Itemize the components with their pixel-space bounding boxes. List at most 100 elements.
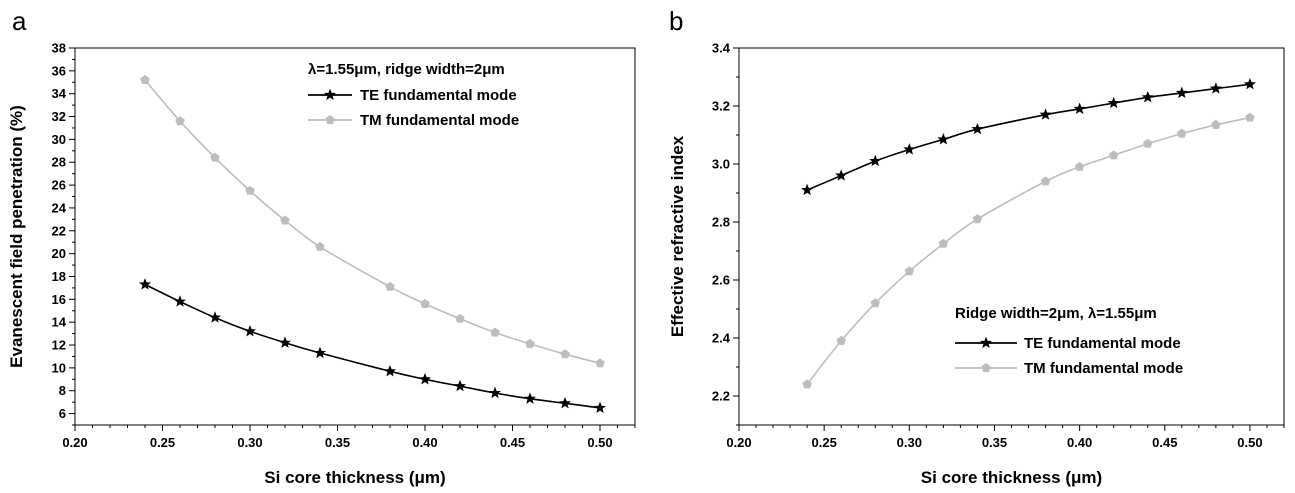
data-point (138, 278, 152, 290)
x-axis-label: Si core thickness (μm) (921, 468, 1102, 487)
x-axis-ticks: 0.20 0.25 0.30 0.35 0.40 0.45 0.50 (62, 425, 636, 450)
y-tick-label: 14 (52, 315, 67, 330)
legend-marker (981, 363, 991, 372)
x-tick-label: 0.25 (150, 435, 175, 450)
legend-marker (979, 336, 993, 349)
data-point (315, 241, 325, 251)
data-point (383, 364, 397, 377)
data-point (1074, 161, 1085, 171)
data-point (1107, 96, 1120, 109)
y-tick-label: 34 (52, 86, 67, 101)
x-tick-label: 0.50 (1237, 435, 1262, 450)
plot-frame (74, 47, 636, 426)
data-point (1243, 77, 1257, 90)
y-axis-ticks: 2.2 2.4 2.6 2.8 3.0 3.2 3.4 (712, 41, 739, 426)
data-point (801, 183, 814, 196)
data-point (385, 281, 395, 291)
y-axis-ticks: 6 8 10 12 14 16 18 20 22 24 26 28 30 32 34 36 38 (52, 41, 75, 426)
data-point (1209, 82, 1222, 94)
data-point (453, 379, 467, 392)
data-point (971, 122, 984, 135)
x-tick-label: 0.45 (1152, 435, 1177, 450)
series-tm (802, 112, 1255, 389)
data-point (245, 185, 255, 195)
y-tick-label: 6 (59, 406, 66, 421)
data-point (1039, 108, 1052, 120)
x-tick-label: 0.20 (726, 435, 751, 450)
data-point (938, 238, 949, 248)
y-tick-label: 8 (59, 383, 66, 398)
data-point (595, 358, 605, 368)
series-tm (140, 75, 605, 368)
data-point (175, 116, 185, 126)
x-tick-label: 0.35 (982, 435, 1007, 450)
data-point (870, 298, 880, 308)
data-point (972, 214, 983, 224)
y-axis-label: Evanescent field penetration (%) (7, 105, 26, 368)
data-point (904, 266, 915, 276)
legend: λ=1.55μm, ridge width=2μm TE fundamental … (308, 61, 519, 129)
data-point (1211, 119, 1221, 129)
y-tick-label: 2.2 (712, 389, 730, 404)
data-point (140, 75, 150, 84)
data-point (903, 143, 916, 155)
data-point (558, 396, 572, 409)
y-tick-label: 3.2 (712, 99, 730, 114)
data-point (1040, 176, 1051, 186)
data-point (208, 311, 222, 323)
legend-marker (325, 115, 335, 124)
data-point (560, 349, 570, 359)
series-te (801, 77, 1257, 196)
data-point (210, 152, 220, 162)
legend-entry-label: TM fundamental mode (360, 112, 519, 129)
y-tick-label: 12 (52, 338, 66, 353)
legend-entry-label: TE fundamental mode (360, 87, 517, 104)
y-tick-label: 10 (52, 360, 66, 375)
legend-entry-label: TM fundamental mode (1024, 360, 1183, 377)
x-tick-label: 0.50 (587, 435, 612, 450)
x-tick-label: 0.45 (500, 435, 525, 450)
x-tick-label: 0.40 (412, 435, 437, 450)
y-tick-label: 3.4 (712, 41, 731, 56)
series-te (138, 278, 607, 413)
panel-label: b (669, 6, 683, 36)
y-tick-label: 2.4 (712, 331, 731, 346)
y-tick-label: 18 (52, 269, 66, 284)
data-point (418, 372, 432, 385)
legend-marker (323, 88, 337, 101)
data-point (490, 327, 500, 337)
x-axis-ticks: 0.20 0.25 0.30 0.35 0.40 0.45 0.50 (726, 425, 1285, 450)
data-point (525, 338, 535, 348)
x-tick-label: 0.30 (897, 435, 922, 450)
data-point (313, 346, 327, 359)
y-tick-label: 28 (52, 155, 66, 170)
data-point (523, 392, 537, 404)
data-point (836, 335, 846, 345)
data-point (488, 386, 502, 399)
data-point (420, 298, 430, 308)
data-point (1245, 112, 1255, 122)
legend-entry-label: TE fundamental mode (1024, 335, 1181, 352)
data-point (1177, 128, 1187, 138)
y-tick-label: 38 (52, 41, 66, 56)
data-point (1073, 102, 1086, 114)
y-axis-label: Effective refractive index (668, 135, 687, 337)
y-tick-label: 20 (52, 246, 66, 261)
x-tick-label: 0.35 (325, 435, 350, 450)
y-tick-label: 24 (52, 200, 67, 215)
chart-panel-a: a 0.20 0.25 0.30 0.35 0.40 0.45 0.50 6 8 10 12 14 16 1… (7, 6, 636, 487)
x-axis-label: Si core thickness (μm) (264, 468, 445, 487)
data-point (802, 379, 812, 389)
data-point (593, 401, 607, 413)
panel-label: a (12, 6, 27, 36)
x-tick-label: 0.20 (62, 435, 87, 450)
y-tick-label: 16 (52, 292, 66, 307)
y-tick-label: 36 (52, 63, 66, 78)
y-tick-label: 2.6 (712, 273, 730, 288)
legend: Ridge width=2μm, λ=1.55μm TE fundamental … (955, 305, 1183, 377)
data-point (455, 313, 465, 323)
data-point (1108, 150, 1119, 160)
legend-title: λ=1.55μm, ridge width=2μm (308, 61, 505, 78)
legend-title: Ridge width=2μm, λ=1.55μm (955, 305, 1157, 322)
